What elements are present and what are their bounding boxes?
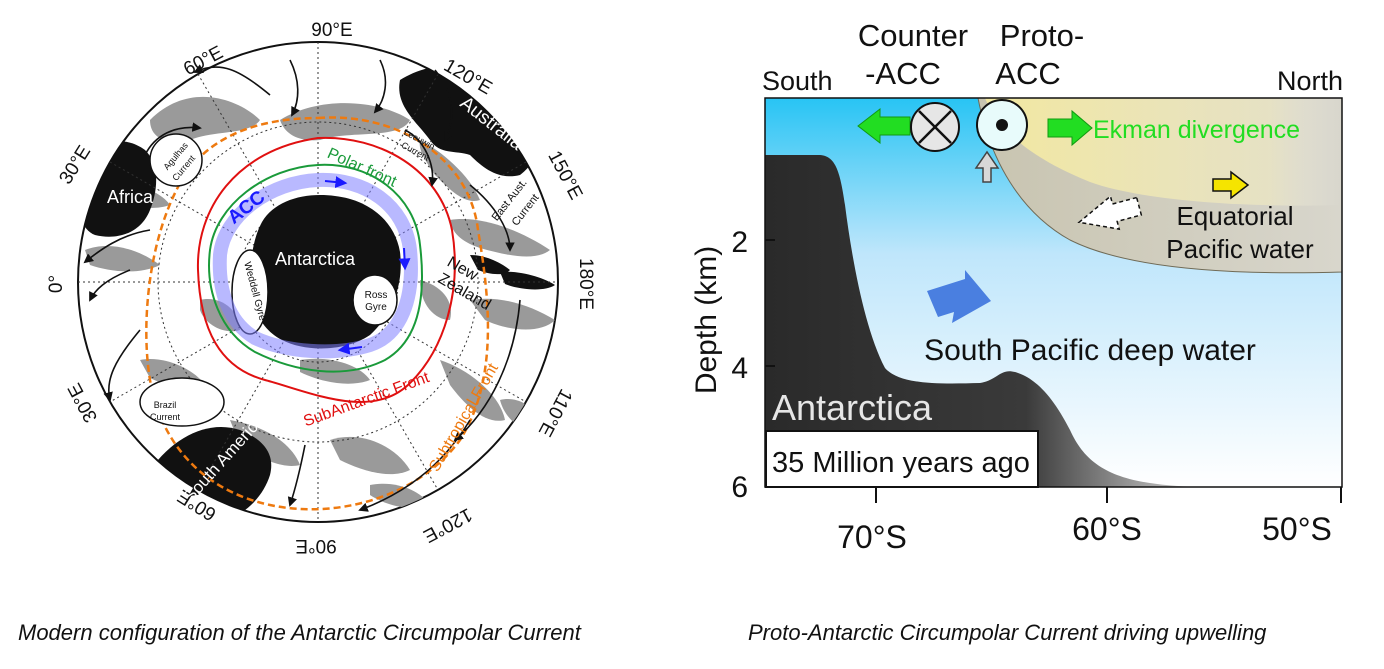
lon-label-110e: 110°E [534, 385, 576, 440]
ekman-arrow-right [1047, 109, 1093, 147]
lon-label-0: 0° [46, 275, 67, 293]
acc-arrow-2 [398, 247, 411, 271]
antarctica-section-label: Antarctica [772, 387, 933, 428]
lon-label-90e-top: 90°E [311, 20, 352, 41]
dashed-south-arrow [1077, 194, 1143, 231]
antarctica-section [765, 155, 1200, 487]
ross-gyre-label-1: Ross [365, 290, 388, 301]
ekman-divergence-label: Ekman divergence [1093, 116, 1300, 144]
lon-label-90e-bottom: 90°E [295, 535, 336, 556]
deep-water-arrow [927, 270, 991, 323]
x-tick-label-60s: 60°S [1072, 511, 1142, 547]
ross-gyre-loop [352, 274, 398, 326]
lon-label-180e: 180°E [575, 258, 596, 310]
ekman-arrow-left [857, 107, 911, 145]
proto-acc-section: 2 4 6 Depth (km) 70°S 60°S 50°S South No… [690, 18, 1343, 555]
counter-acc-label-2: -ACC [865, 56, 941, 91]
ross-gyre-label-2: Gyre [365, 302, 387, 313]
deep-water-label: South Pacific deep water [924, 334, 1256, 367]
subantarctic-front-line [196, 136, 456, 403]
y-axis-label: Depth (km) [690, 246, 723, 394]
lon-label-150e-right: 150°E [543, 148, 586, 204]
y-tick-label-6: 6 [731, 471, 748, 504]
y-tick-label-2: 2 [731, 226, 748, 259]
lon-label-30e-left: 30°E [55, 142, 95, 188]
y-tick-label-4: 4 [731, 352, 748, 385]
caption-left: Modern configuration of the Antarctic Ci… [18, 620, 581, 645]
current-arrows [83, 59, 521, 512]
south-label: South [762, 66, 833, 96]
caption-right: Proto-Antarctic Circumpolar Current driv… [748, 620, 1267, 645]
antarctica-label: Antarctica [275, 249, 356, 269]
brazil-label-1: Brazil [154, 400, 177, 410]
africa-label: Africa [107, 187, 154, 207]
equatorial-water-label-1: Equatorial [1176, 201, 1293, 231]
acc-arrow-3 [337, 342, 363, 355]
equatorial-water-label-2: Pacific water [1166, 234, 1314, 264]
x-tick-label-70s: 70°S [837, 519, 907, 555]
proto-acc-label-1: Proto- [1000, 18, 1084, 53]
brazil-label-2: Current [150, 412, 181, 422]
proto-acc-label-2: ACC [995, 56, 1060, 91]
acc-band [212, 172, 418, 359]
time-label: 35 Million years ago [772, 447, 1030, 479]
time-label-box [765, 430, 1039, 488]
section-frame [764, 97, 1343, 488]
upwelling-arrow [974, 150, 1000, 183]
brazil-current-loop [139, 377, 225, 427]
agulhas-current-loop [149, 133, 203, 187]
acc-modern-map: 90°E 60°E 120°E 30°E 150°E 0° 180°E 30°E… [46, 20, 596, 556]
counter-acc-label-1: Counter [858, 18, 968, 53]
polar-front-line [208, 163, 423, 373]
new-zealand-landmass [470, 255, 555, 290]
out-of-page-dot [996, 119, 1008, 131]
x-tick-label-50s: 50°S [1262, 511, 1332, 547]
north-label: North [1277, 66, 1343, 96]
lon-label-120e-bottom: 120°E [420, 503, 476, 546]
yellow-north-arrow [1212, 170, 1250, 200]
lon-label-30e-low: 30°E [64, 379, 102, 425]
into-page-cross-b [918, 110, 952, 144]
acc-arrow-1 [324, 176, 348, 189]
